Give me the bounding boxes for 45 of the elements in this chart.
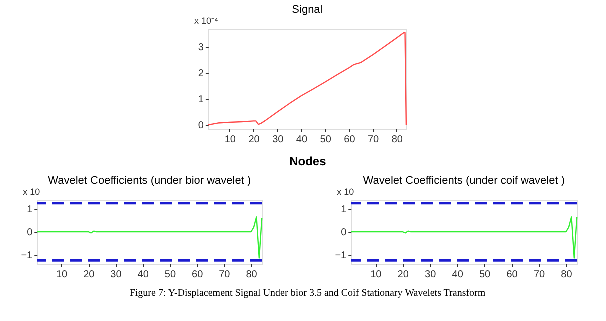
x-tick-label: 80: [246, 270, 258, 280]
x-tick-label: 30: [272, 134, 284, 146]
x-tick-label: 50: [320, 134, 332, 146]
x-tick-label: 50: [479, 270, 492, 280]
x-tick-label: 20: [84, 270, 96, 280]
y-tick-label: 1: [27, 204, 34, 216]
x-tick-label: 10: [56, 270, 68, 280]
y-tick-label: 1: [341, 204, 348, 216]
y-tick-label: −1: [21, 250, 34, 262]
x-tick-label: 40: [452, 270, 464, 280]
line-series: [350, 216, 578, 259]
x-tick-label: 60: [344, 134, 356, 146]
x-tick-label: 60: [506, 270, 518, 280]
text: x 10⁻⁴: [194, 16, 218, 26]
x-tick-label: 70: [219, 270, 231, 280]
x-tick-label: 70: [368, 134, 380, 146]
x-tick-label: 60: [192, 270, 204, 280]
x-tick-label: 40: [138, 270, 150, 280]
y-tick-label: 3: [198, 42, 204, 54]
x-tick-label: 80: [392, 134, 404, 146]
x-tick-label: 50: [164, 270, 176, 280]
line-series: [208, 32, 408, 126]
text: x 10: [23, 187, 40, 197]
chart-title: Signal: [292, 4, 323, 16]
x-tick-label: 10: [224, 134, 236, 146]
x-tick-label: 20: [248, 134, 260, 146]
caption: Figure 7: Y-Displacement Signal Under bior 3.5 and Coif Stationary Wavelets Transform: [130, 288, 486, 299]
x-tick-label: 10: [370, 270, 382, 280]
chart-title: Wavelet Coefficients (under coif wavelet ): [363, 175, 566, 187]
y-tick-label: 1: [198, 94, 204, 106]
chart-title: Wavelet Coefficients (under bior wavelet ): [48, 175, 252, 187]
x-tick-label: 80: [561, 270, 573, 280]
y-tick-label: 0: [341, 228, 348, 238]
x-tick-label: 30: [110, 270, 122, 280]
y-tick-label: 0: [27, 228, 34, 238]
x-tick-label: 70: [534, 270, 546, 280]
x-tick-label: 40: [296, 134, 308, 146]
line-series: [36, 216, 263, 259]
text: x 10: [337, 187, 354, 197]
y-tick-label: −1: [335, 250, 348, 262]
x-tick-label: 20: [398, 270, 410, 280]
x-axis-title: Nodes: [290, 154, 327, 168]
y-tick-label: 2: [198, 68, 204, 80]
y-tick-label: 0: [198, 120, 204, 132]
x-tick-label: 30: [425, 270, 437, 280]
